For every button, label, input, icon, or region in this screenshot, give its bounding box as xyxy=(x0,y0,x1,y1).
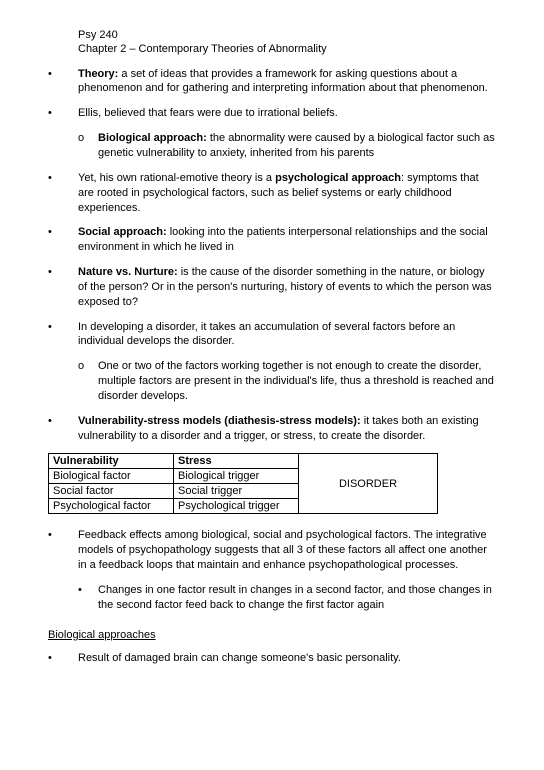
bullet-ellis: • Ellis, believed that fears were due to… xyxy=(48,106,496,121)
term-theory: Theory: xyxy=(78,68,118,80)
bullet-content: Yet, his own rational-emotive theory is … xyxy=(78,171,496,216)
term-nature: Nature vs. Nurture: xyxy=(78,266,178,278)
bullet-marker: • xyxy=(48,414,78,444)
table-cell: Psychological trigger xyxy=(174,499,299,514)
vulnerability-stress-table: Vulnerability Stress DISORDER Biological… xyxy=(48,453,438,514)
term-vulnerability: Vulnerability-stress models (diathesis-s… xyxy=(78,415,361,427)
table-cell-disorder: DISORDER xyxy=(299,454,438,514)
section-heading-biological: Biological approaches xyxy=(48,629,496,641)
term-psychological: psychological approach xyxy=(275,172,401,184)
sub-bullet-feedback-changes: • Changes in one factor result in change… xyxy=(78,583,496,613)
sub-bullet-content: Biological approach: the abnormality wer… xyxy=(98,131,496,161)
table-header-stress: Stress xyxy=(174,454,299,469)
bullet-social: • Social approach: looking into the pati… xyxy=(48,225,496,255)
bullet-content: Feedback effects among biological, socia… xyxy=(78,528,496,573)
table-header-row: Vulnerability Stress DISORDER xyxy=(49,454,438,469)
bullet-marker: • xyxy=(48,67,78,97)
text-theory: a set of ideas that provides a framework… xyxy=(78,68,488,95)
sub-bullet-marker: o xyxy=(78,131,98,161)
course-code: Psy 240 xyxy=(78,28,496,42)
bullet-content: Theory: a set of ideas that provides a f… xyxy=(78,67,496,97)
table-cell: Biological factor xyxy=(49,469,174,484)
bullet-content: Result of damaged brain can change someo… xyxy=(78,651,496,666)
table-cell: Psychological factor xyxy=(49,499,174,514)
term-social: Social approach: xyxy=(78,226,167,238)
bullet-marker: • xyxy=(48,320,78,350)
sub-bullet-biological: o Biological approach: the abnormality w… xyxy=(78,131,496,161)
text-rational-pre: Yet, his own rational-emotive theory is … xyxy=(78,172,275,184)
bullet-content: Nature vs. Nurture: is the cause of the … xyxy=(78,265,496,310)
bullet-content: Vulnerability-stress models (diathesis-s… xyxy=(78,414,496,444)
bullet-accumulation: • In developing a disorder, it takes an … xyxy=(48,320,496,350)
document-header: Psy 240 Chapter 2 – Contemporary Theorie… xyxy=(78,28,496,57)
bullet-marker: • xyxy=(48,651,78,666)
term-biological: Biological approach: xyxy=(98,132,207,144)
bullet-marker: • xyxy=(48,225,78,255)
bullet-content: Social approach: looking into the patien… xyxy=(78,225,496,255)
bullet-nature: • Nature vs. Nurture: is the cause of th… xyxy=(48,265,496,310)
bullet-marker: • xyxy=(48,171,78,216)
bullet-content: In developing a disorder, it takes an ac… xyxy=(78,320,496,350)
sub-bullet-marker: • xyxy=(78,583,98,613)
bullet-rational: • Yet, his own rational-emotive theory i… xyxy=(48,171,496,216)
bullet-marker: • xyxy=(48,106,78,121)
table-header-vulnerability: Vulnerability xyxy=(49,454,174,469)
bullet-content: Ellis, believed that fears were due to i… xyxy=(78,106,496,121)
bullet-vulnerability: • Vulnerability-stress models (diathesis… xyxy=(48,414,496,444)
page: Psy 240 Chapter 2 – Contemporary Theorie… xyxy=(0,0,544,704)
sub-bullet-content: Changes in one factor result in changes … xyxy=(98,583,496,613)
bullet-marker: • xyxy=(48,265,78,310)
sub-bullet-threshold: o One or two of the factors working toge… xyxy=(78,359,496,404)
bullet-theory: • Theory: a set of ideas that provides a… xyxy=(48,67,496,97)
sub-bullet-marker: o xyxy=(78,359,98,404)
bullet-damaged-brain: • Result of damaged brain can change som… xyxy=(48,651,496,666)
bullet-marker: • xyxy=(48,528,78,573)
chapter-title: Chapter 2 – Contemporary Theories of Abn… xyxy=(78,42,496,56)
table-cell: Biological trigger xyxy=(174,469,299,484)
sub-bullet-content: One or two of the factors working togeth… xyxy=(98,359,496,404)
table-cell: Social trigger xyxy=(174,484,299,499)
table-cell: Social factor xyxy=(49,484,174,499)
bullet-feedback: • Feedback effects among biological, soc… xyxy=(48,528,496,573)
